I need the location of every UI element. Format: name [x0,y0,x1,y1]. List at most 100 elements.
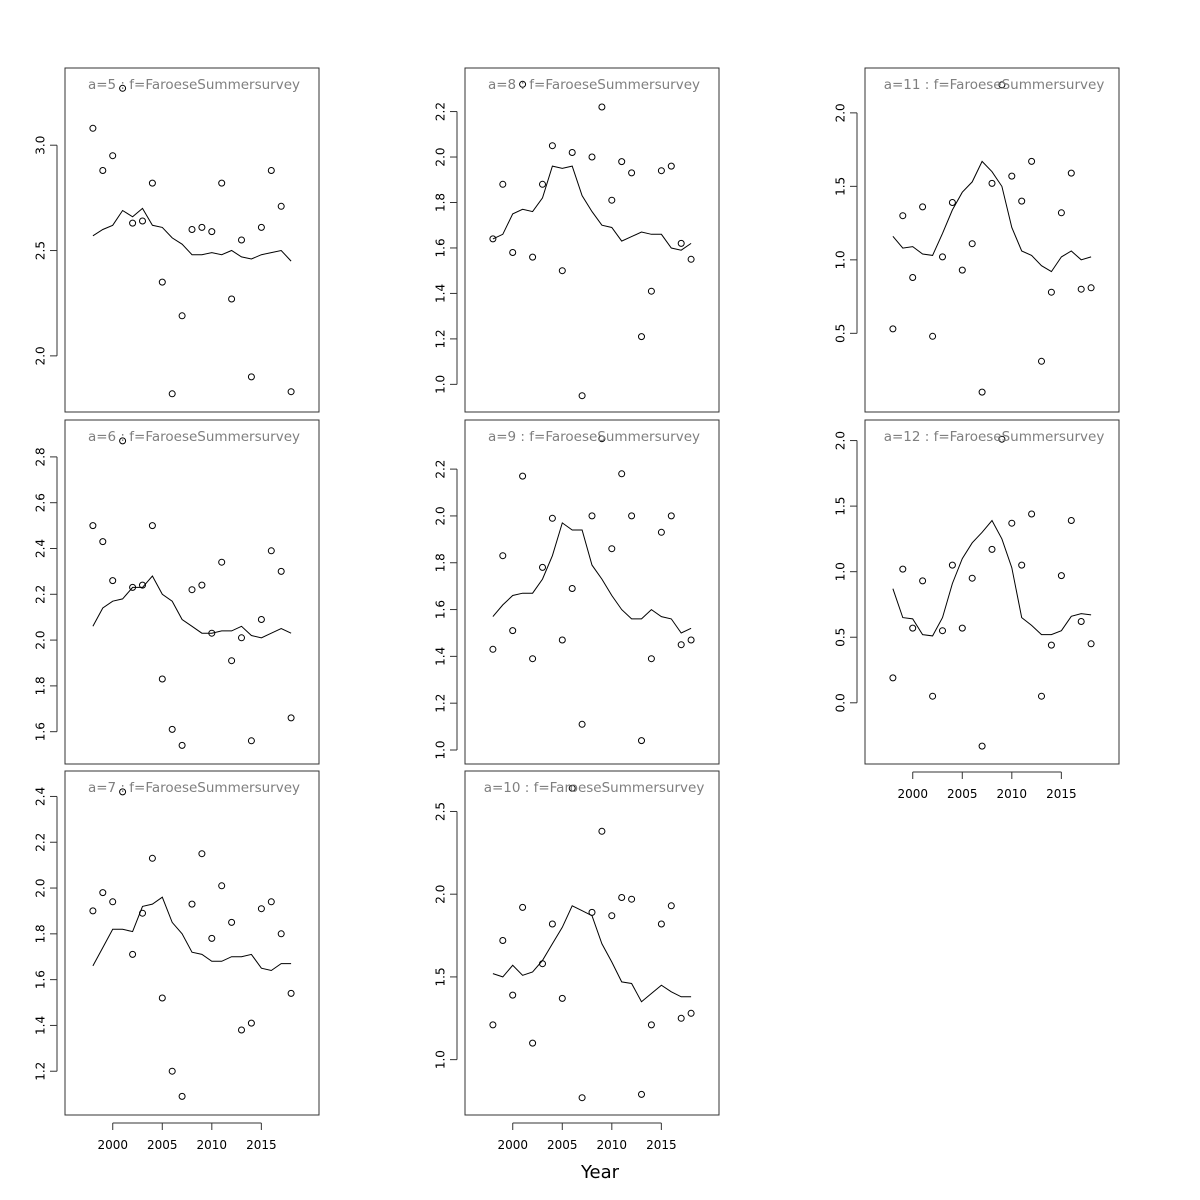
y-tick-label: 2.2 [34,833,48,852]
observed-point [638,1090,645,1098]
fitted-line [92,575,292,639]
observed-point [677,641,685,649]
observed-point [657,528,665,536]
observed-point [529,253,537,261]
y-tick-label: 1.2 [434,329,448,348]
fitted-line [492,522,692,634]
y-tick-label: 1.8 [34,924,48,943]
observed-point [158,278,166,286]
observed-point [588,908,596,916]
y-tick-label: 1.5 [834,497,848,516]
observed-point [647,1021,655,1029]
y-tick-label: 1.8 [34,676,48,695]
observed-point [139,581,146,589]
observed-point [667,162,675,170]
observed-point [929,692,937,700]
y-tick-label: 2.0 [434,147,448,166]
observed-point [568,784,576,792]
panel-title: a=6 : f=FaroeseSummersurvey [88,429,300,445]
observed-point [198,223,206,231]
observed-point [628,512,636,520]
observed-point [1028,510,1036,518]
observed-point [228,295,236,303]
observed-point [178,741,186,749]
observed-point [628,169,636,177]
observed-point [578,392,586,400]
observed-point [139,909,146,917]
observed-point [257,905,265,913]
observed-point [687,255,695,263]
y-tick-label: 1.0 [434,375,448,394]
x-tick-label: 2010 [997,787,1028,801]
y-tick-label: 2.8 [34,447,48,466]
x-tick-label: 2015 [646,1138,677,1152]
x-tick-label: 2005 [947,787,978,801]
observed-point [1067,517,1075,524]
panel-2: 1.6 1.8 2.0 2.2 2.4 2.6 2.8 a=6 : f=FaroeseSumm… [34,419,320,765]
y-tick-label: 2.0 [834,431,848,450]
observed-point [129,583,137,591]
observed-point [1077,618,1085,625]
y-tick-label: 2.5 [434,802,448,821]
x-tick-label: 2015 [246,1138,277,1152]
observed-point [257,616,265,623]
observed-point [929,332,937,340]
y-tick-label: 2.0 [34,631,48,650]
observed-point [657,167,665,175]
y-tick-label: 1.0 [834,250,848,269]
observed-point [598,827,606,835]
observed-point [109,152,117,160]
observed-point [1047,641,1055,649]
observed-point [677,1014,685,1022]
observed-point [208,934,216,942]
observed-point [267,898,275,906]
plot-frame [64,419,320,765]
observed-point [539,563,546,571]
observed-point [489,235,497,243]
observed-point [247,1019,255,1027]
panel-3: 1.2 1.4 1.6 1.8 2.0 2.2 2.4 2000 2005 2010 2015 a=7… [34,770,320,1152]
observed-point [208,228,216,236]
y-tick-label: 1.5 [434,967,448,986]
observed-point [158,994,166,1002]
observed-point [539,180,546,188]
panel-title: a=10 : f=FaroeseSummersurvey [484,780,705,796]
observed-point [568,149,576,156]
observed-point [558,994,566,1002]
observed-point [238,236,245,244]
observed-point [647,655,655,663]
observed-point [247,737,255,745]
observed-point [1047,288,1055,296]
observed-point [148,179,156,187]
x-tick-label: 2005 [547,1138,578,1152]
y-tick-label: 3.0 [34,136,48,155]
observed-point [277,930,285,938]
observed-point [588,153,596,161]
observed-point [168,1067,176,1075]
observed-point [1057,572,1065,580]
observed-point [618,894,626,901]
observed-point [218,558,226,566]
observed-point [667,902,675,910]
x-tick-label: 2005 [147,1138,178,1152]
observed-point [568,585,576,592]
observed-point [909,274,917,281]
observed-point [558,636,566,644]
observed-point [638,737,645,745]
x-tick-label: 2015 [1046,787,1077,801]
observed-point [667,512,675,520]
observed-point [998,81,1006,89]
y-tick-label: 2.6 [34,493,48,512]
observed-point [277,202,285,210]
observed-point [608,545,616,553]
observed-point [178,1092,186,1100]
observed-point [1077,285,1085,293]
observed-point [608,912,616,920]
plot-frame [64,67,320,413]
fitted-line [92,896,292,972]
observed-point [1087,284,1095,292]
plot-frame [864,67,1120,413]
observed-point [919,577,927,585]
y-tick-label: 1.0 [434,740,448,759]
